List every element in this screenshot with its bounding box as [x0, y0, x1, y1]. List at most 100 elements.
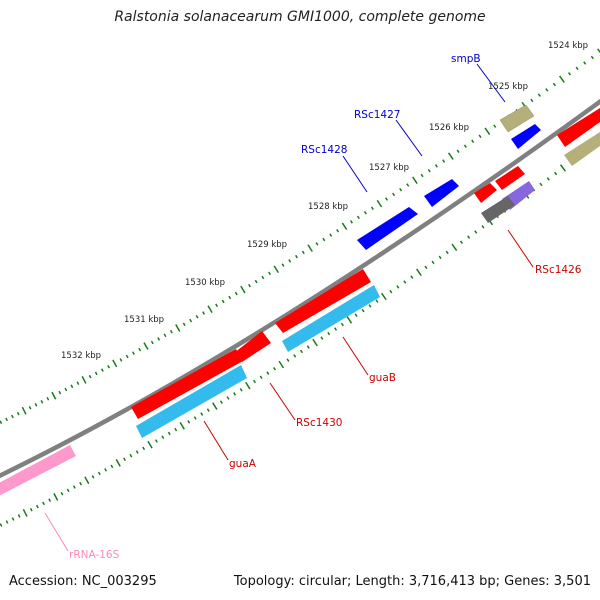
gene-label-RSc1427[interactable]: RSc1427 [354, 109, 400, 121]
gene-label-smpB[interactable]: smpB [451, 53, 481, 65]
feature-guaB[interactable] [275, 269, 371, 333]
scale-tick [431, 260, 435, 265]
scale-tick [34, 403, 38, 407]
scale-label-1524: 1524 kbp [548, 41, 588, 51]
scale-tick [349, 220, 353, 224]
scale-tick [288, 259, 292, 263]
feature-smpB[interactable] [499, 104, 535, 133]
scale-tick [88, 374, 92, 379]
scale-labels: 1524 kbp 1525 kbp 1526 kbp 1527 kbp 1528… [61, 41, 588, 361]
gene-label-guaB[interactable]: guaB [369, 372, 396, 384]
scale-tick [239, 388, 243, 392]
scale-tick [53, 493, 59, 501]
scale-tick [406, 183, 410, 187]
leader-rRNA-16S [44, 512, 69, 552]
scale-tick [143, 342, 149, 350]
feature-guaB-gene[interactable] [282, 285, 380, 352]
scale-tick [424, 265, 428, 270]
scale-tick [375, 299, 379, 303]
scale-label-1528: 1528 kbp [308, 202, 348, 212]
scale-tick [226, 396, 230, 400]
scale-tick [281, 263, 285, 267]
scale-tick [546, 177, 550, 181]
scale-tick [207, 305, 213, 314]
feature-RSc1426-b[interactable] [495, 166, 525, 190]
scale-tick [84, 476, 90, 485]
scale-tick [412, 176, 418, 185]
scale-tick [212, 402, 218, 410]
gene-label-RSc1428[interactable]: RSc1428 [301, 144, 347, 156]
scale-tick [315, 242, 319, 246]
scale-tick [478, 134, 482, 139]
scale-tick [91, 475, 95, 479]
scale-tick [396, 285, 400, 289]
feature-olive-right[interactable] [564, 132, 600, 166]
scale-tick [72, 485, 76, 489]
scale-tick [273, 367, 277, 371]
scale-tick [189, 318, 193, 323]
scale-tick [21, 406, 27, 415]
scale-tick [125, 354, 129, 359]
scale-tick [253, 379, 256, 384]
scale-tick [389, 289, 393, 294]
scale-tick [554, 171, 558, 176]
feature-RSc1428[interactable] [357, 207, 418, 250]
scale-tick [233, 392, 237, 396]
scale-tick [334, 327, 338, 331]
scale-tick [484, 127, 491, 135]
scale-tick [567, 72, 572, 76]
scale-tick [456, 149, 460, 153]
scale-tick [66, 488, 70, 493]
leader-guaA [203, 420, 229, 461]
scale-tick [427, 168, 431, 173]
scale-tick [70, 384, 74, 389]
feature-blue-arrow-1[interactable] [511, 124, 541, 149]
scale-tick [179, 421, 185, 430]
scale-tick [259, 375, 263, 380]
feature-rRNA-16S[interactable] [0, 445, 76, 498]
leader-guaB [342, 336, 369, 376]
scale-tick [202, 311, 206, 315]
scale-tick [234, 291, 238, 296]
feature-RSc1430[interactable] [234, 331, 271, 362]
scale-tick [459, 240, 463, 244]
scale-tick [28, 406, 32, 410]
upper-strand-features [357, 104, 600, 250]
scale-tick [559, 164, 566, 172]
feature-red-right[interactable] [557, 108, 600, 147]
scale-tick [129, 453, 133, 458]
scale-tick [438, 255, 442, 260]
scale-tick [381, 292, 387, 301]
genome-backbone [0, 98, 600, 479]
scale-tick [5, 520, 9, 524]
feature-guaA[interactable] [131, 349, 243, 419]
scale-tick [295, 254, 298, 259]
scale-tick [559, 75, 565, 83]
scale-tick [537, 93, 541, 97]
gene-label-RSc1426[interactable]: RSc1426 [535, 264, 582, 276]
feature-RSc1427[interactable] [424, 179, 459, 207]
feature-RSc1426-a[interactable] [474, 183, 497, 203]
scale-tick [123, 457, 126, 462]
scale-label-1525: 1525 kbp [488, 82, 528, 92]
scale-tick [215, 303, 219, 308]
scale-tick [193, 416, 197, 420]
feature-guaA-gene[interactable] [136, 365, 247, 438]
gene-label-rRNA-16S[interactable]: rRNA-16S [69, 549, 120, 561]
accession-text: Accession: NC_003295 [9, 574, 157, 589]
scale-label-1526: 1526 kbp [429, 123, 469, 133]
scale-tick [266, 371, 270, 375]
scale-tick [221, 299, 225, 304]
scale-tick [392, 192, 396, 197]
scale-tick [590, 55, 594, 60]
gene-label-guaA[interactable]: guaA [229, 458, 257, 470]
leader-smpB [476, 63, 506, 103]
scale-tick [327, 331, 331, 336]
scale-tick [354, 313, 358, 318]
scale-tick [200, 412, 204, 416]
scale-tick [22, 508, 28, 517]
gene-label-RSc1430[interactable]: RSc1430 [296, 417, 342, 429]
feature-gray[interactable] [481, 196, 515, 223]
scale-tick [79, 481, 82, 486]
